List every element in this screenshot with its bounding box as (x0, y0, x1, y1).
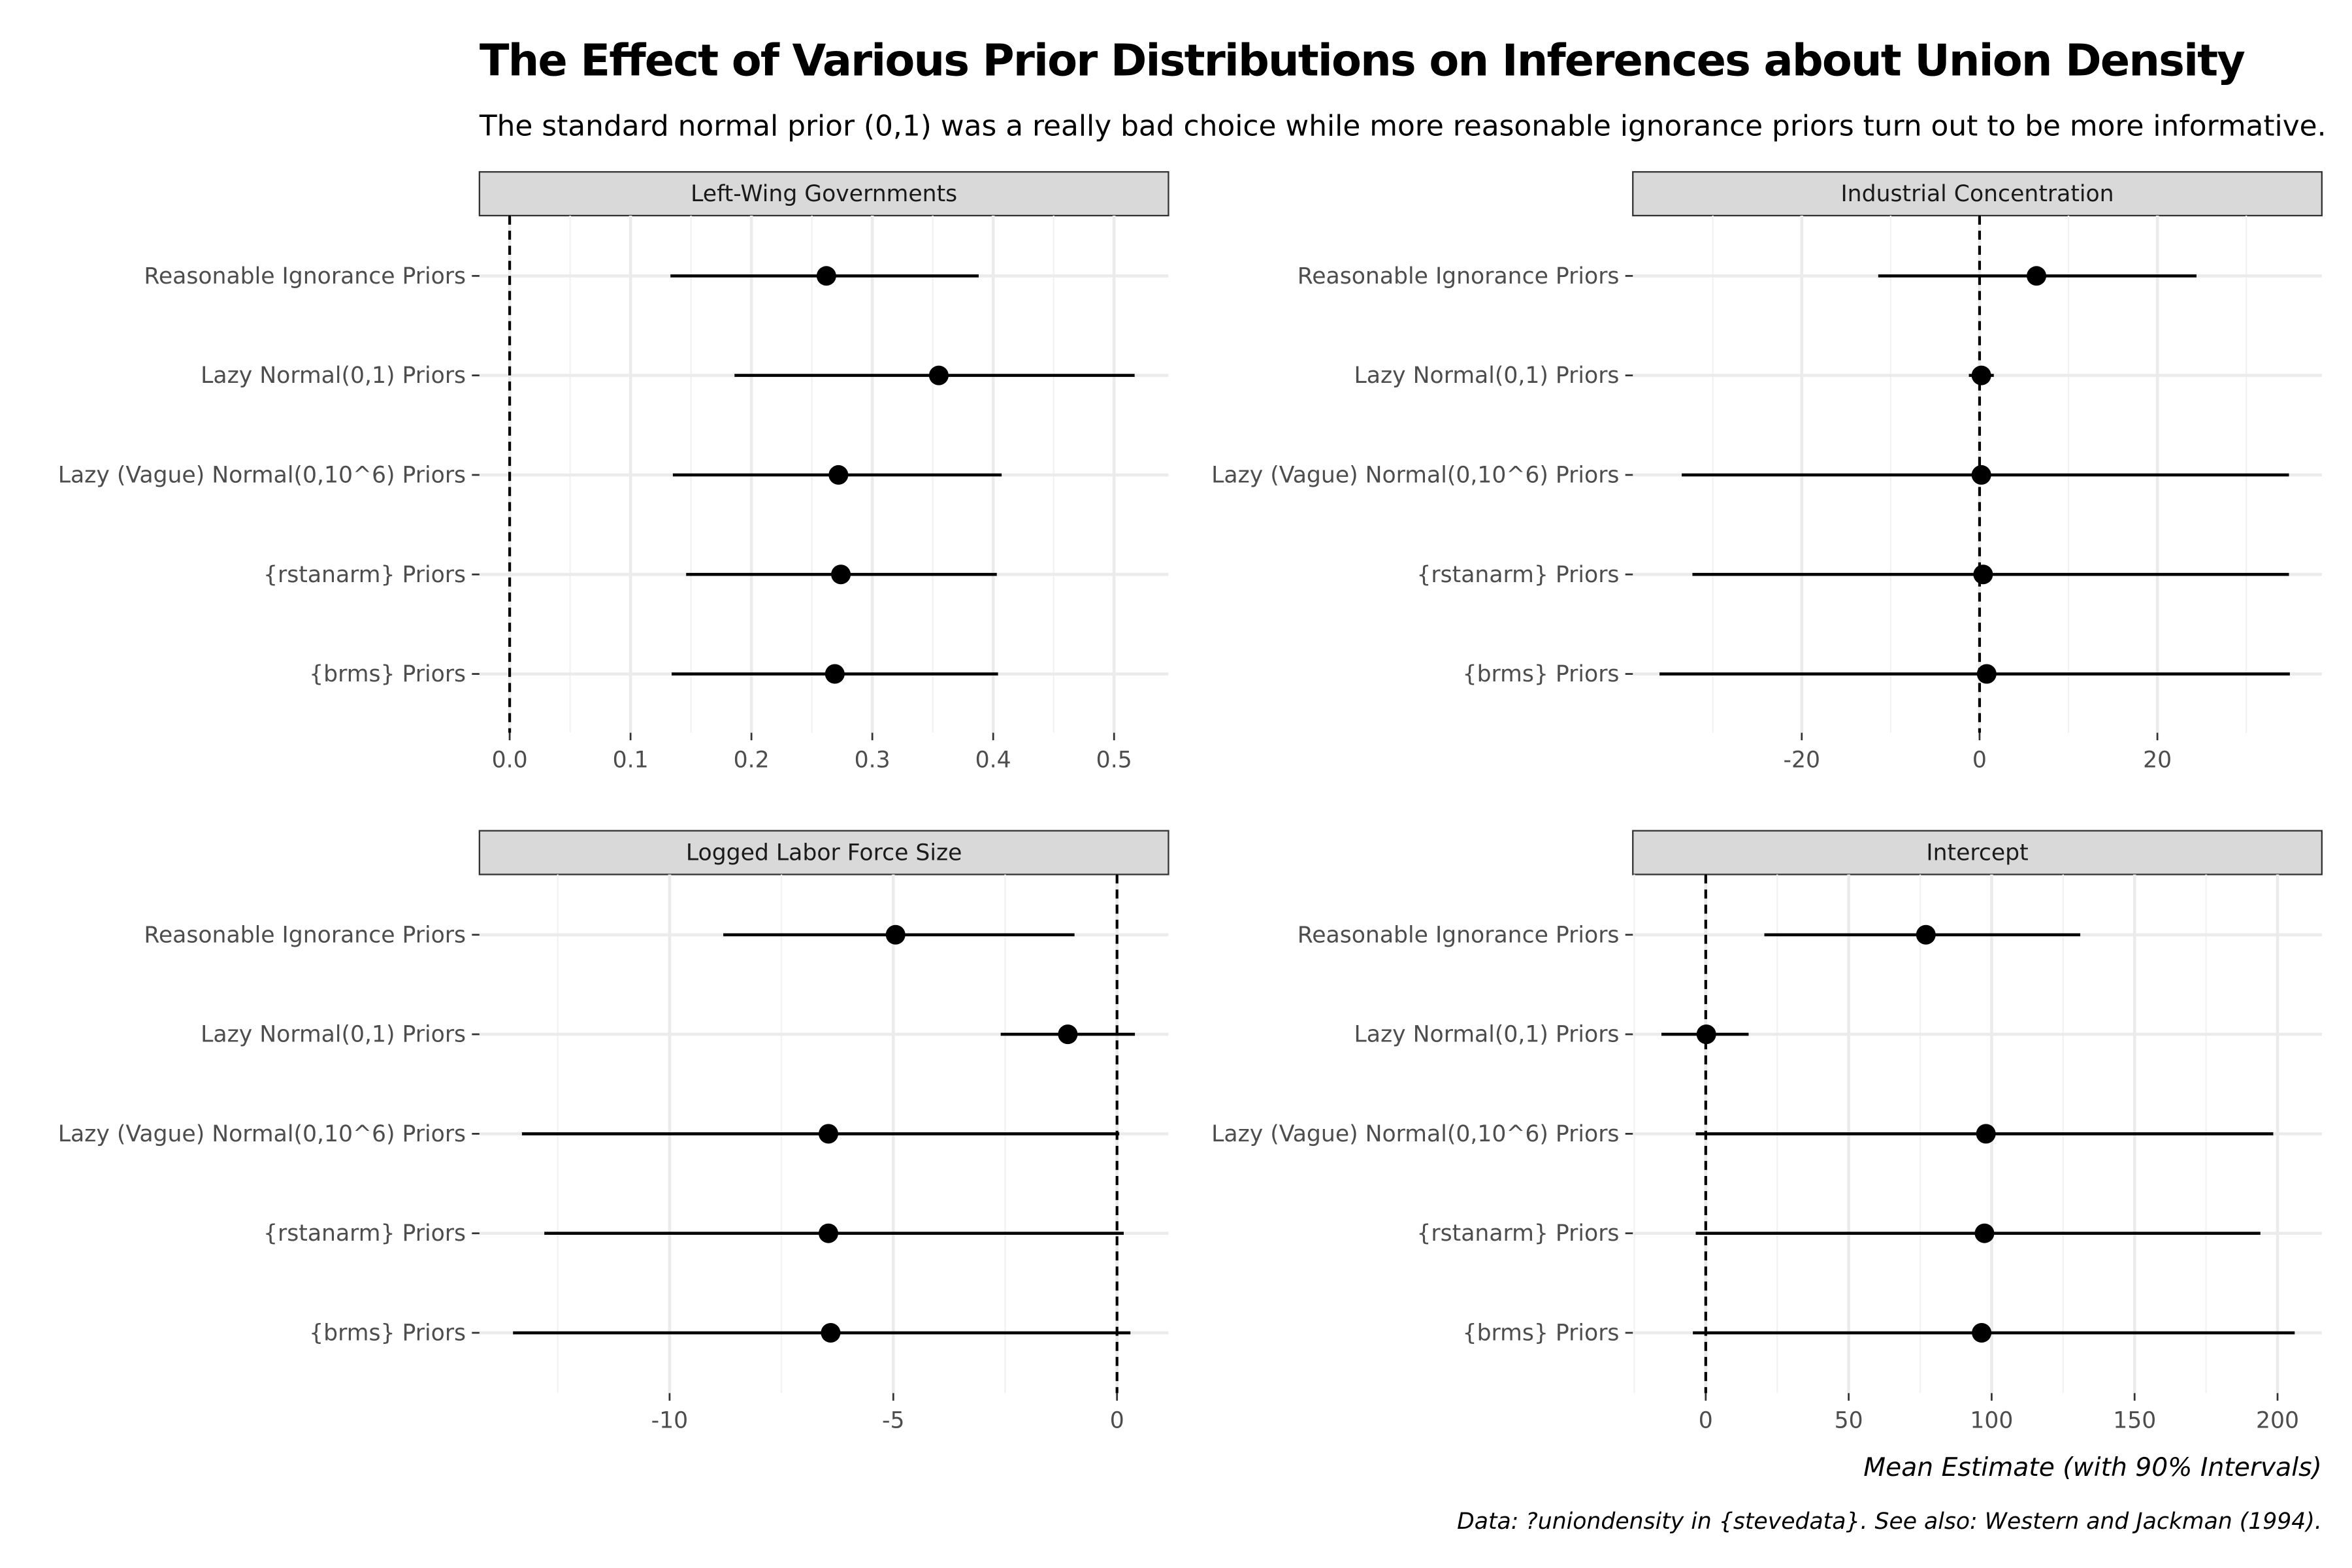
facet-strip-label: Left-Wing Governments (691, 181, 957, 207)
estimate-point (928, 365, 949, 385)
y-tick-label: {brms} Priors (309, 1320, 466, 1347)
estimate-point (1976, 664, 1997, 684)
y-tick-label: Reasonable Ignorance Priors (1298, 263, 1620, 289)
x-tick-label: 150 (2113, 1407, 2156, 1433)
facet-panel: Logged Labor Force Size Reasonable Ignora… (58, 830, 1169, 1433)
facet-strip-label: Industrial Concentration (1840, 181, 2114, 207)
x-tick-label: 0.1 (613, 747, 649, 774)
x-tick-label: -5 (882, 1407, 905, 1433)
y-tick-label: Lazy Normal(0,1) Priors (201, 1022, 466, 1048)
y-tick-label: Lazy (Vague) Normal(0,10^6) Priors (58, 462, 466, 488)
y-tick-label: {rstanarm} Priors (1416, 1220, 1619, 1247)
y-tick-label: Lazy Normal(0,1) Priors (201, 363, 466, 389)
estimate-point (885, 924, 906, 945)
estimate-point (1971, 365, 1991, 385)
x-tick-label: 0 (1110, 1407, 1124, 1433)
y-tick-label: {rstanarm} Priors (1416, 562, 1619, 588)
facet-strip (1632, 171, 2323, 217)
estimate-point (825, 664, 845, 684)
estimate-point (819, 1223, 839, 1243)
facet-strip (478, 171, 1169, 217)
estimate-point (1972, 1323, 1992, 1343)
facet-strip-label: Intercept (1926, 840, 2028, 866)
x-tick-label: 20 (2143, 747, 2172, 774)
y-tick-label: {brms} Priors (1463, 661, 1620, 687)
y-tick-label: Reasonable Ignorance Priors (1298, 922, 1620, 948)
x-axis-label: Mean Estimate (with 90% Intervals) (1863, 1453, 2322, 1482)
x-tick-label: 0 (1972, 747, 1987, 774)
facet-strip-label: Logged Labor Force Size (686, 840, 962, 866)
x-tick-label: 0.4 (975, 747, 1011, 774)
estimate-point (821, 1323, 841, 1343)
facet-panel: Intercept Reasonable Ignorance Priors Lazy… (1211, 830, 2323, 1433)
chart-subtitle: The standard normal prior (0,1) was a re… (479, 110, 2327, 143)
estimate-point (819, 1124, 839, 1144)
y-tick-label: Lazy Normal(0,1) Priors (1354, 1022, 1620, 1048)
estimate-point (1973, 564, 1993, 585)
y-tick-label: Reasonable Ignorance Priors (144, 263, 466, 289)
estimate-point (1974, 1223, 1995, 1243)
facet-panel: Industrial Concentration Reasonable Ignor… (1211, 171, 2323, 774)
y-tick-label: Reasonable Ignorance Priors (144, 922, 466, 948)
facet-panels: Left-Wing Governments Reasonable Ignoranc… (58, 171, 2323, 1433)
x-tick-label: 200 (2256, 1407, 2299, 1433)
x-tick-label: 0.2 (734, 747, 770, 774)
y-tick-label: Lazy (Vague) Normal(0,10^6) Priors (1211, 1121, 1619, 1147)
x-tick-label: 0.5 (1096, 747, 1132, 774)
x-tick-label: 0 (1699, 1407, 1713, 1433)
x-tick-label: -10 (651, 1407, 689, 1433)
x-tick-label: 50 (1835, 1407, 1863, 1433)
estimate-point (1916, 924, 1936, 945)
facet-strip (478, 830, 1169, 875)
x-tick-label: 100 (1970, 1407, 2013, 1433)
x-tick-label: 0.0 (492, 747, 528, 774)
x-tick-label: 0.3 (855, 747, 890, 774)
y-tick-label: Lazy Normal(0,1) Priors (1354, 363, 1620, 389)
estimate-point (831, 564, 851, 585)
y-tick-label: Lazy (Vague) Normal(0,10^6) Priors (58, 1121, 466, 1147)
estimate-point (816, 266, 836, 286)
y-tick-label: {rstanarm} Priors (263, 1220, 466, 1247)
facet-strip (1632, 830, 2323, 875)
estimate-point (1976, 1124, 1996, 1144)
y-tick-label: Lazy (Vague) Normal(0,10^6) Priors (1211, 462, 1619, 488)
estimate-point (1058, 1024, 1078, 1045)
y-tick-label: {brms} Priors (1463, 1320, 1620, 1347)
estimate-point (1696, 1024, 1716, 1045)
estimate-point (1971, 465, 1991, 485)
x-tick-label: -20 (1784, 747, 1821, 774)
y-tick-label: {rstanarm} Priors (263, 562, 466, 588)
estimate-point (2027, 266, 2047, 286)
estimate-point (828, 465, 849, 485)
chart-title: The Effect of Various Prior Distribution… (480, 35, 2245, 86)
chart-caption: Data: ?uniondensity in {stevedata}. See … (1457, 1509, 2322, 1535)
facet-panel: Left-Wing Governments Reasonable Ignoranc… (58, 171, 1169, 774)
y-tick-label: {brms} Priors (309, 661, 466, 687)
